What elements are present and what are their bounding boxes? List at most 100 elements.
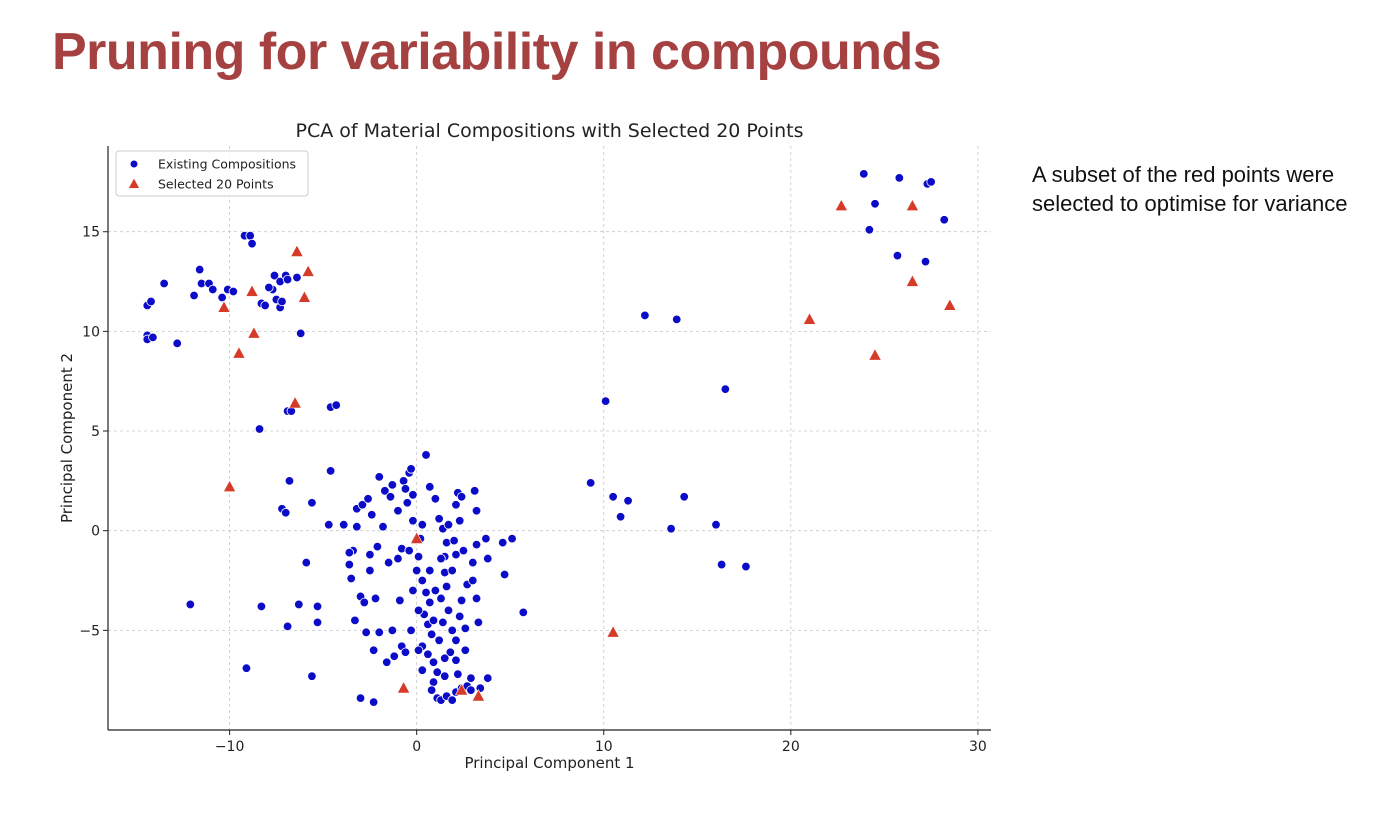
existing-point	[331, 400, 341, 410]
existing-point	[716, 559, 727, 570]
existing-point	[413, 551, 424, 562]
axes: −10 0 10 20 30 −5 0 5 10 15	[79, 146, 991, 755]
existing-point	[455, 516, 465, 526]
existing-point	[365, 565, 375, 576]
existing-point	[460, 623, 471, 634]
existing-point	[421, 587, 431, 598]
existing-point	[189, 290, 199, 301]
existing-point	[451, 500, 461, 510]
existing-point	[425, 482, 435, 492]
existing-point	[355, 693, 366, 703]
existing-point	[466, 685, 476, 695]
existing-point	[247, 238, 257, 249]
existing-point	[294, 599, 304, 610]
existing-point	[711, 520, 721, 530]
existing-point	[483, 553, 493, 564]
existing-point	[367, 510, 377, 520]
existing-point	[498, 537, 508, 548]
existing-point	[741, 561, 751, 572]
existing-point	[939, 215, 949, 225]
existing-point	[292, 272, 302, 283]
existing-point	[411, 565, 422, 576]
existing-point	[344, 559, 355, 570]
existing-point	[395, 595, 405, 606]
x-axis-label: Principal Component 1	[464, 754, 634, 772]
existing-point	[339, 520, 349, 530]
selected-point	[247, 326, 261, 339]
existing-point	[456, 595, 467, 606]
existing-point	[406, 625, 416, 636]
existing-point	[159, 278, 169, 289]
existing-point	[404, 545, 414, 556]
existing-point	[264, 282, 274, 293]
existing-point	[432, 667, 442, 677]
existing-point	[363, 494, 373, 504]
selected-point	[245, 284, 259, 297]
existing-point	[417, 665, 427, 675]
existing-point	[499, 569, 510, 580]
y-tick-label: 0	[91, 524, 100, 540]
existing-point	[408, 490, 418, 500]
existing-point	[471, 506, 482, 516]
existing-point	[361, 627, 371, 638]
existing-point	[447, 565, 457, 576]
existing-point	[417, 520, 427, 530]
data-points	[142, 169, 957, 707]
existing-point	[426, 629, 437, 640]
grid-lines	[108, 146, 991, 730]
existing-point	[473, 617, 484, 628]
selected-point	[471, 688, 486, 702]
selected-point	[232, 346, 246, 359]
existing-point	[453, 669, 463, 679]
existing-point	[468, 575, 478, 586]
existing-point	[281, 508, 291, 518]
existing-point	[608, 492, 618, 502]
existing-point	[417, 575, 427, 586]
existing-point	[346, 573, 356, 584]
existing-point	[456, 492, 467, 502]
existing-point	[398, 476, 409, 486]
selected-point	[943, 298, 957, 311]
existing-point	[172, 338, 182, 349]
existing-point	[241, 663, 252, 673]
existing-point	[350, 615, 360, 626]
y-tick-label: −5	[79, 623, 100, 639]
existing-point	[269, 270, 280, 281]
selected-point	[288, 395, 302, 409]
existing-point	[423, 649, 433, 659]
existing-point	[148, 332, 158, 343]
existing-point	[441, 581, 452, 592]
chart-title: PCA of Material Compositions with Select…	[296, 120, 804, 142]
selected-point	[905, 274, 920, 287]
existing-point	[325, 466, 336, 476]
existing-point	[892, 250, 903, 261]
selected-point	[217, 300, 231, 313]
existing-point	[408, 516, 418, 526]
existing-point	[385, 492, 396, 502]
existing-point	[146, 296, 156, 307]
existing-point	[466, 673, 476, 683]
x-tick-label: 0	[412, 739, 421, 755]
existing-point	[447, 695, 457, 705]
existing-point	[312, 617, 323, 628]
legend-box	[115, 150, 309, 197]
y-tick-label: 15	[82, 225, 100, 241]
existing-point	[428, 615, 439, 626]
existing-point	[359, 597, 369, 608]
existing-point	[425, 597, 435, 608]
existing-point	[295, 328, 306, 339]
selected-point	[802, 312, 817, 325]
existing-point	[421, 450, 431, 460]
selected-point	[301, 264, 315, 277]
existing-point	[387, 625, 398, 636]
y-axis-label: Principal Component 2	[58, 353, 76, 523]
x-tick-label: 30	[969, 739, 987, 755]
x-tick-label: 20	[782, 739, 800, 755]
existing-point	[208, 284, 218, 295]
existing-point	[256, 601, 267, 612]
existing-point	[194, 264, 205, 275]
existing-point	[357, 500, 368, 510]
existing-point	[428, 677, 439, 687]
existing-point	[284, 476, 295, 486]
